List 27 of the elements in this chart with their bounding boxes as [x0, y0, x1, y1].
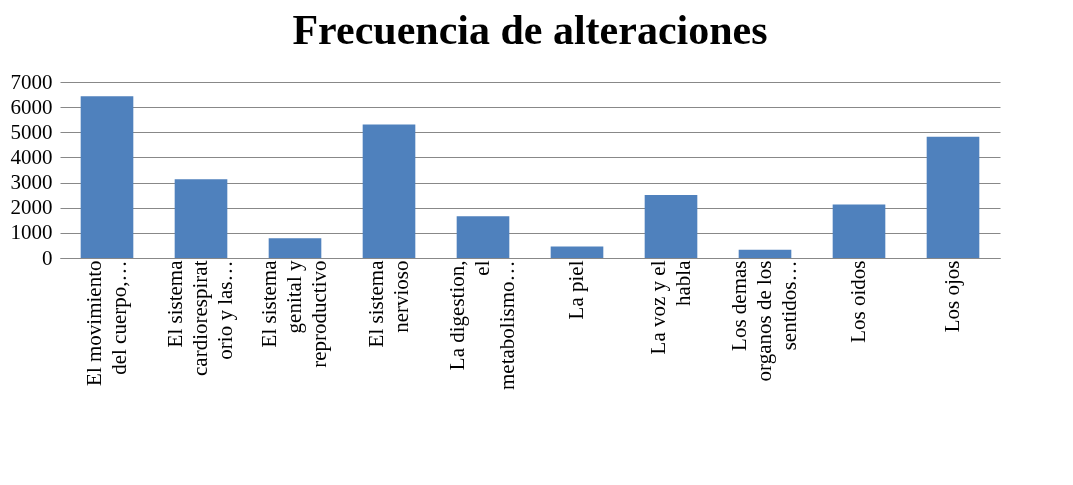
x-tick-label: Los oidos — [846, 260, 870, 343]
bar — [174, 179, 228, 258]
bar — [550, 246, 604, 258]
bar — [644, 194, 698, 258]
y-tick-label: 4000 — [10, 144, 53, 169]
bar — [456, 216, 510, 258]
x-tick-label: La digestion, el metabolismo… — [445, 260, 519, 390]
y-tick-label: 2000 — [10, 195, 53, 220]
x-tick-label: El sistema cardiorespiratorio y las… — [163, 259, 237, 376]
x-tick-label: La piel — [564, 260, 588, 320]
x-tick-label: Los ojos — [940, 260, 964, 333]
bar — [362, 124, 416, 258]
bar — [926, 136, 980, 258]
x-tick-label: La voz y el habla — [645, 259, 695, 355]
y-tick-label: 3000 — [10, 170, 53, 195]
y-tick-label: 6000 — [10, 94, 53, 119]
bar — [738, 249, 792, 258]
bar — [268, 238, 322, 258]
x-tick-label: Los demas organos de los sentidos… — [727, 260, 801, 382]
bar — [832, 204, 886, 258]
chart-title: Frecuencia de alteraciones — [292, 7, 768, 53]
y-tick-label: 0 — [42, 245, 53, 270]
y-tick-label: 7000 — [10, 69, 53, 94]
y-tick-label: 5000 — [10, 119, 53, 144]
bar — [80, 96, 134, 258]
x-tick-label: El movimiento del cuerpo,… — [81, 260, 131, 386]
y-tick-label: 1000 — [10, 220, 53, 245]
